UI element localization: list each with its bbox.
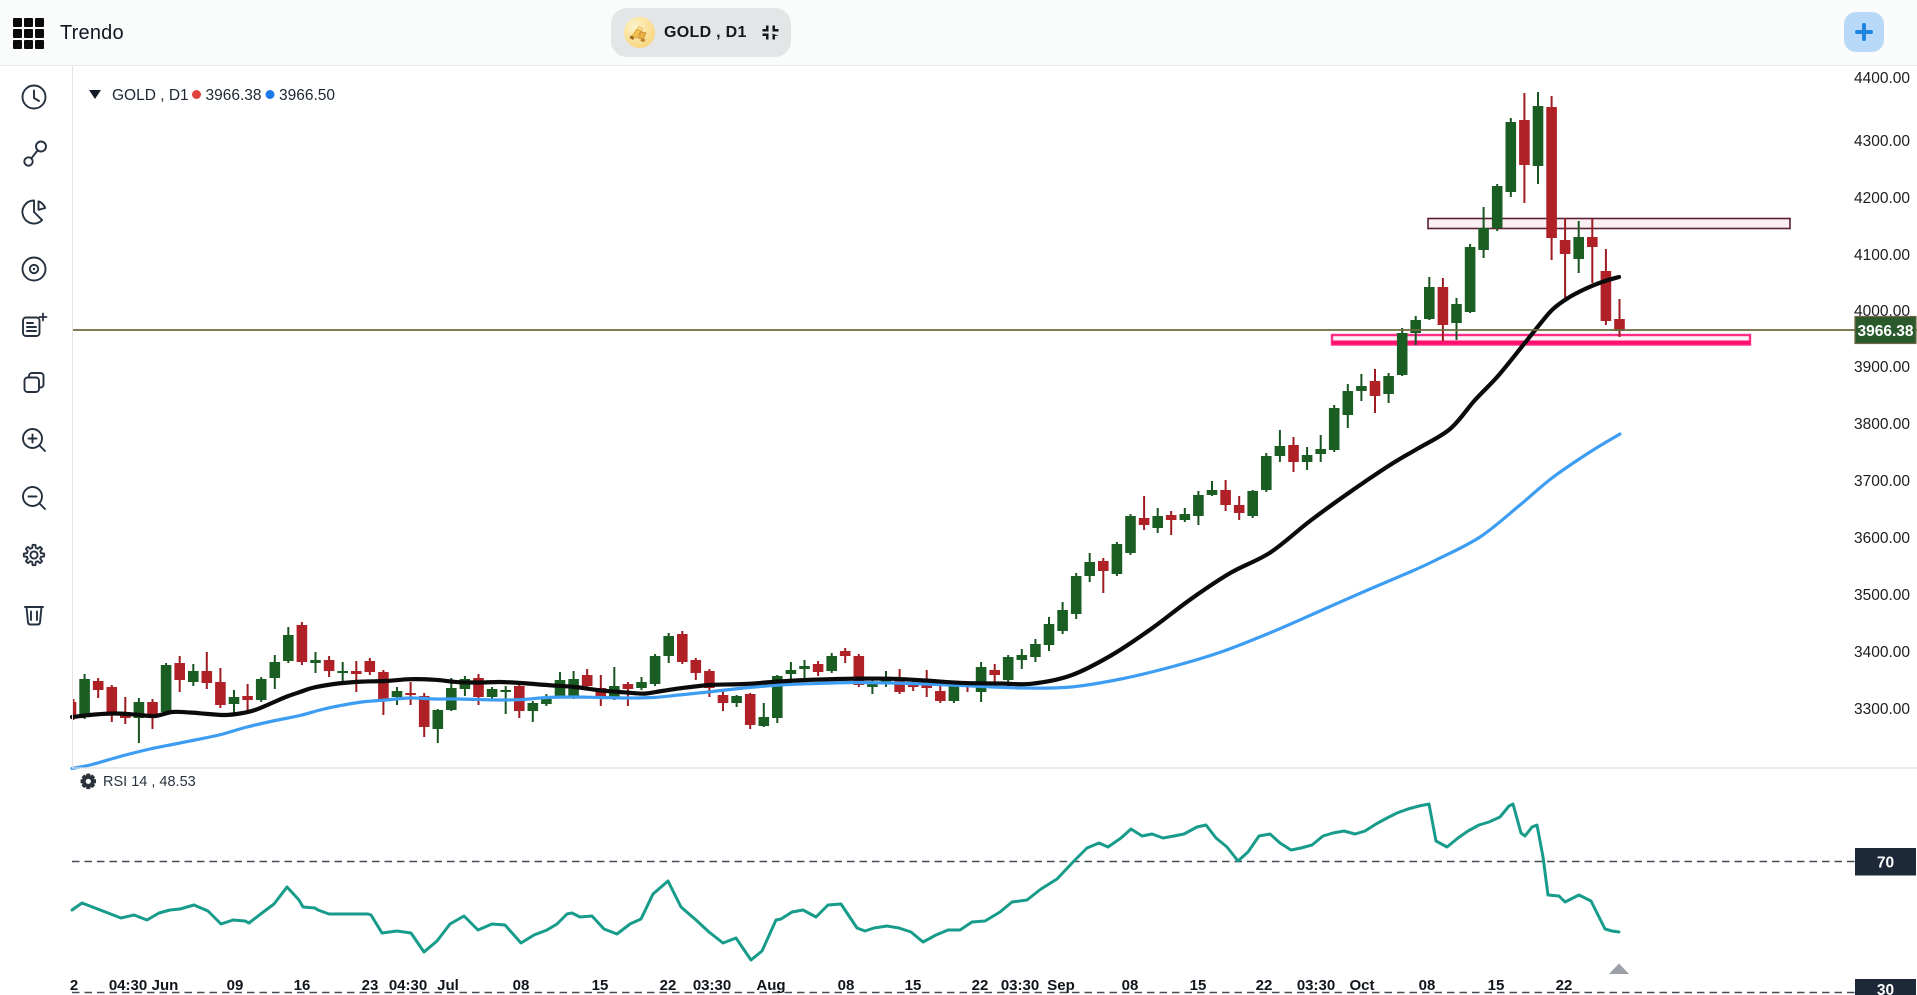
svg-text:04:30: 04:30	[109, 977, 147, 994]
svg-text:GOLD , D1: GOLD , D1	[112, 87, 189, 104]
svg-text:03:30: 03:30	[1001, 977, 1039, 994]
svg-text:04:30: 04:30	[389, 977, 427, 994]
svg-text:16: 16	[294, 977, 311, 994]
svg-text:22: 22	[1556, 977, 1573, 994]
svg-text:15: 15	[905, 977, 922, 994]
svg-text:08: 08	[1419, 977, 1436, 994]
svg-text:03:30: 03:30	[693, 977, 731, 994]
svg-text:15: 15	[1190, 977, 1207, 994]
svg-text:4300.00: 4300.00	[1854, 133, 1910, 150]
svg-text:15: 15	[592, 977, 609, 994]
svg-text:RSI 14 , 48.53: RSI 14 , 48.53	[103, 774, 196, 790]
svg-text:08: 08	[513, 977, 530, 994]
svg-text:03:30: 03:30	[1297, 977, 1335, 994]
svg-text:3300.00: 3300.00	[1854, 701, 1910, 718]
svg-text:2: 2	[70, 977, 78, 994]
svg-text:3800.00: 3800.00	[1854, 416, 1910, 433]
svg-text:4100.00: 4100.00	[1854, 247, 1910, 264]
svg-text:4400.00: 4400.00	[1854, 70, 1910, 87]
svg-text:23: 23	[362, 977, 379, 994]
svg-text:30: 30	[1877, 982, 1894, 995]
svg-text:3966.50: 3966.50	[279, 87, 335, 104]
svg-text:3500.00: 3500.00	[1854, 587, 1910, 604]
svg-text:09: 09	[227, 977, 244, 994]
svg-text:Aug: Aug	[756, 977, 785, 994]
svg-text:4000.00: 4000.00	[1854, 303, 1910, 320]
svg-text:3600.00: 3600.00	[1854, 530, 1910, 547]
svg-text:Jul: Jul	[437, 977, 459, 994]
svg-text:15: 15	[1488, 977, 1505, 994]
svg-text:4200.00: 4200.00	[1854, 190, 1910, 207]
svg-text:Sep: Sep	[1047, 977, 1075, 994]
svg-text:08: 08	[838, 977, 855, 994]
svg-text:70: 70	[1877, 855, 1894, 872]
svg-text:22: 22	[972, 977, 989, 994]
svg-text:3700.00: 3700.00	[1854, 473, 1910, 490]
svg-text:3966.38: 3966.38	[206, 87, 262, 104]
svg-text:3900.00: 3900.00	[1854, 359, 1910, 376]
svg-text:Oct: Oct	[1349, 977, 1374, 994]
svg-text:08: 08	[1122, 977, 1139, 994]
svg-text:22: 22	[660, 977, 677, 994]
svg-text:3400.00: 3400.00	[1854, 644, 1910, 661]
svg-text:Jun: Jun	[152, 977, 179, 994]
svg-text:3966.38: 3966.38	[1857, 323, 1913, 340]
svg-text:22: 22	[1256, 977, 1273, 994]
